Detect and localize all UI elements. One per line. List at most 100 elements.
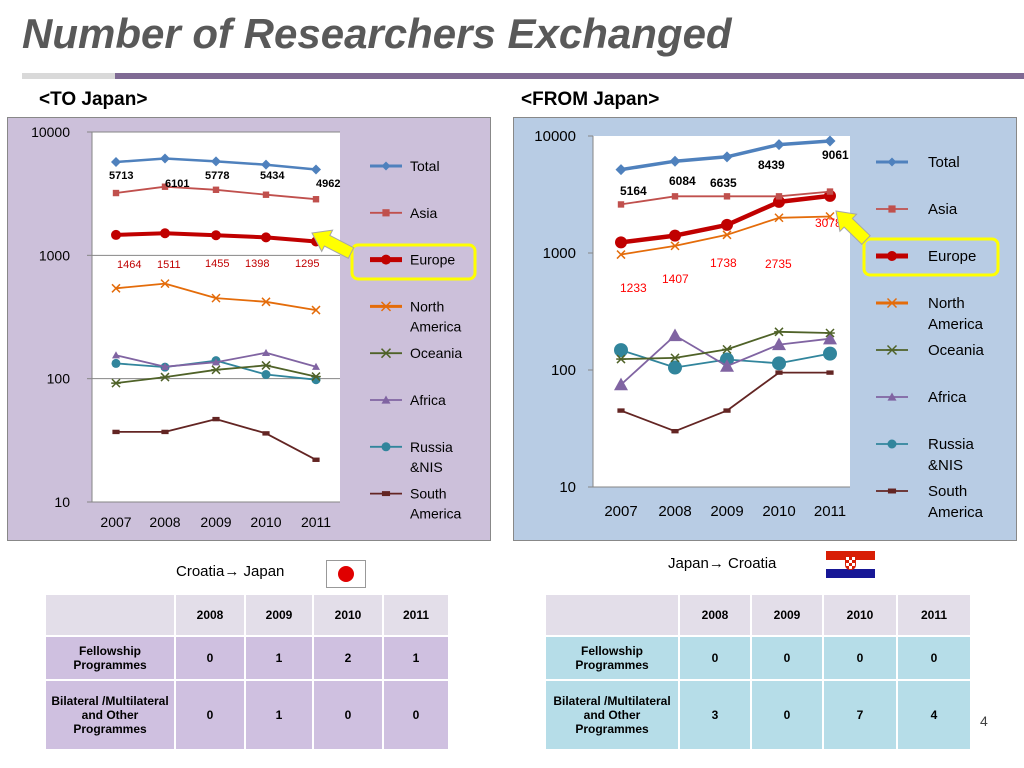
x-tick-label: 2010 [250, 514, 281, 530]
y-tick-label: 10000 [534, 128, 576, 145]
legend-marker [381, 442, 391, 452]
title-underline-left [22, 73, 115, 79]
legend-item-oceania: Oceania [370, 345, 462, 361]
data-point-europe [669, 229, 681, 242]
legend-item-south-america: South America [876, 483, 984, 521]
legend-marker [382, 209, 390, 217]
y-tick-label: 10 [54, 494, 70, 510]
legend-label: North America [410, 298, 462, 334]
data-point-russia-nis [111, 358, 121, 368]
table-header-cell: 2009 [244, 593, 314, 637]
data-point-oceania [111, 378, 121, 388]
data-point-africa [823, 331, 837, 345]
y-tick-label: 100 [551, 362, 576, 379]
x-tick-label: 2011 [814, 503, 846, 520]
table-cell: 1 [244, 635, 314, 681]
data-point-asia [617, 201, 625, 208]
table-header-cell: 2011 [382, 593, 450, 637]
series-total [615, 135, 836, 176]
japan-flag-icon [326, 560, 366, 588]
data-point-russia-nis [823, 346, 837, 361]
data-point-total [111, 156, 121, 167]
legend-item-oceania: Oceania [876, 342, 985, 359]
table-cell: 4 [896, 679, 972, 751]
table-cell: 1 [244, 679, 314, 751]
series-africa [614, 328, 837, 391]
data-point-south-america [161, 429, 169, 435]
table-cell: 0 [312, 679, 384, 751]
legend-label: Europe [410, 252, 455, 268]
table-header-row: 2008 2009 2010 2011 [44, 593, 450, 637]
y-tick-label: 10000 [31, 124, 70, 140]
table-header-row: 2008 2009 2010 2011 [544, 593, 972, 637]
data-point-north-america [160, 279, 170, 289]
data-label-europe: 1464 [117, 259, 141, 271]
legend-label: Russia &NIS [410, 439, 453, 475]
data-label-europe: 1511 [157, 259, 181, 271]
data-point-asia [161, 183, 169, 190]
data-point-oceania [311, 372, 321, 382]
data-point-south-america [775, 370, 783, 375]
data-point-oceania [211, 365, 221, 375]
data-point-asia [671, 193, 679, 200]
data-point-russia-nis [261, 370, 271, 380]
data-point-total [721, 151, 733, 163]
data-label-europe: 1738 [710, 256, 737, 270]
data-point-north-america [825, 211, 835, 222]
data-label-europe: 1295 [295, 258, 319, 270]
from-japan-heading: <FROM Japan> [521, 89, 660, 110]
data-label-total: 8439 [758, 158, 785, 172]
table-header-cell: 2008 [678, 593, 752, 637]
legend-item-africa: Africa [370, 392, 446, 408]
row-label: Bilateral /Multilateral and Other Progra… [544, 679, 680, 751]
legend-label: Russia &NIS [928, 436, 975, 474]
data-point-europe [615, 236, 627, 249]
table-row: Fellowship Programmes 0 1 2 1 [44, 635, 450, 681]
data-point-oceania [160, 372, 170, 382]
table-cell: 0 [678, 635, 752, 681]
legend-marker [381, 395, 391, 404]
data-point-russia-nis [311, 375, 321, 385]
legend-item-africa: Africa [876, 389, 967, 406]
x-tick-label: 2011 [301, 514, 331, 530]
table-header-cell: 2008 [174, 593, 246, 637]
legend-item-russia-nis: Russia &NIS [370, 439, 453, 475]
legend-marker [381, 491, 391, 497]
table-header-corner [544, 593, 680, 637]
data-point-north-america [774, 213, 784, 223]
data-label-europe: 1398 [245, 258, 269, 270]
series-africa [112, 348, 320, 370]
data-point-total [669, 155, 681, 167]
series-asia [617, 188, 834, 208]
table-cell: 3 [678, 679, 752, 751]
table-cell: 7 [822, 679, 898, 751]
europe-highlight-box [862, 237, 1000, 277]
y-tick-label: 10 [559, 479, 576, 496]
from-japan-chart: 10 100 1000 10000 2007 2008 2009 2010 2011 5164 60… [534, 128, 1000, 521]
data-point-total [773, 139, 785, 151]
x-tick-label: 2007 [100, 514, 131, 530]
slide-title: Number of Researchers Exchanged [22, 10, 732, 57]
data-point-total [615, 164, 627, 176]
series-south-america [617, 370, 834, 434]
legend-item-europe: Europe [370, 252, 455, 268]
japan-to-croatia-table: 2008 2009 2010 2011 Fellowship Programme… [544, 593, 972, 751]
legend-item-asia: Asia [370, 205, 437, 221]
table-cell: 0 [382, 679, 450, 751]
x-tick-label: 2008 [149, 514, 180, 530]
table-cell: 0 [174, 679, 246, 751]
series-north-america [616, 211, 835, 260]
series-total [111, 153, 321, 175]
series-europe [111, 228, 321, 247]
data-point-south-america [262, 431, 270, 436]
data-point-total [261, 159, 271, 170]
legend-marker [886, 297, 898, 309]
table-header-cell: 2009 [750, 593, 824, 637]
row-label: Bilateral /Multilateral and Other Progra… [44, 679, 176, 751]
row-label: Fellowship Programmes [544, 635, 680, 681]
legend-marker [380, 348, 392, 359]
data-point-total [311, 164, 321, 175]
data-point-europe [160, 228, 170, 239]
legend-item-total: Total [876, 154, 960, 171]
data-point-russia-nis [772, 356, 786, 371]
